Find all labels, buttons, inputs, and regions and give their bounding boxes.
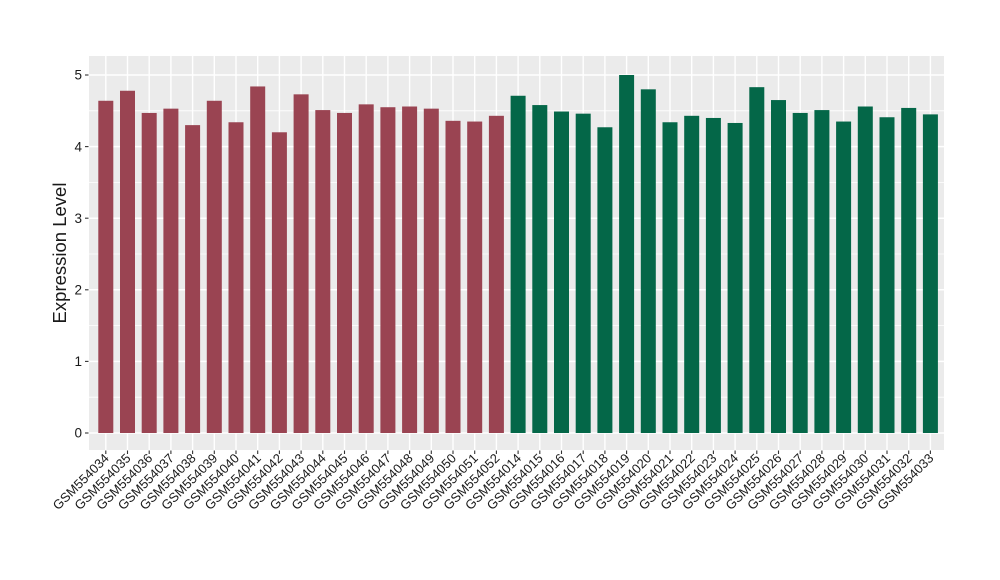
y-tick-label-4: 4 [74, 139, 82, 154]
bar-GSM554048 [402, 106, 418, 433]
bar-GSM554041 [250, 86, 266, 434]
y-tick-label-3: 3 [74, 211, 82, 226]
bar-GSM554021 [662, 122, 678, 434]
bar-GSM554039 [206, 100, 222, 433]
bar-GSM554042 [271, 132, 287, 433]
bar-GSM554031 [879, 117, 895, 433]
y-axis-title: Expression Level [49, 183, 70, 324]
bar-GSM554025 [749, 87, 765, 433]
bar-GSM554024 [727, 122, 743, 434]
bar-GSM554035 [120, 90, 135, 433]
bar-GSM554026 [771, 100, 786, 433]
bar-GSM554015 [532, 105, 548, 434]
bar-GSM554045 [337, 112, 352, 433]
y-tick-label-0: 0 [74, 426, 82, 441]
bar-GSM554040 [228, 122, 244, 434]
bar-GSM554018 [597, 127, 613, 433]
bar-GSM554034 [98, 100, 114, 433]
bar-GSM554022 [684, 115, 700, 433]
bar-GSM554023 [705, 117, 721, 434]
bar-GSM554020 [640, 89, 656, 433]
bar-GSM554032 [901, 107, 917, 433]
bar-GSM554043 [293, 94, 309, 433]
bar-GSM554047 [380, 107, 396, 433]
bar-GSM554049 [423, 108, 439, 433]
bars [98, 75, 938, 434]
bar-GSM554027 [792, 112, 808, 433]
bar-GSM554019 [619, 75, 635, 433]
bar-GSM554038 [185, 125, 201, 434]
y-tick-label-1: 1 [74, 354, 82, 369]
bar-GSM554037 [163, 108, 179, 433]
bar-GSM554014 [510, 95, 526, 433]
bar-GSM554051 [467, 121, 483, 433]
bar-GSM554016 [554, 111, 569, 434]
bar-GSM554033 [922, 114, 938, 433]
bar-GSM554036 [141, 112, 157, 433]
bar-GSM554028 [814, 110, 830, 434]
axes: 012345GSM554034GSM554035GSM554036GSM5540… [50, 68, 937, 513]
y-tick-label-5: 5 [74, 68, 82, 83]
y-tick-label-2: 2 [74, 283, 82, 298]
bar-GSM554017 [575, 113, 591, 433]
bar-GSM554044 [315, 110, 331, 434]
bar-GSM554029 [836, 121, 852, 433]
bar-GSM554052 [488, 115, 504, 433]
bar-GSM554030 [857, 106, 873, 433]
bar-GSM554050 [445, 120, 461, 433]
bar-GSM554046 [358, 104, 374, 433]
